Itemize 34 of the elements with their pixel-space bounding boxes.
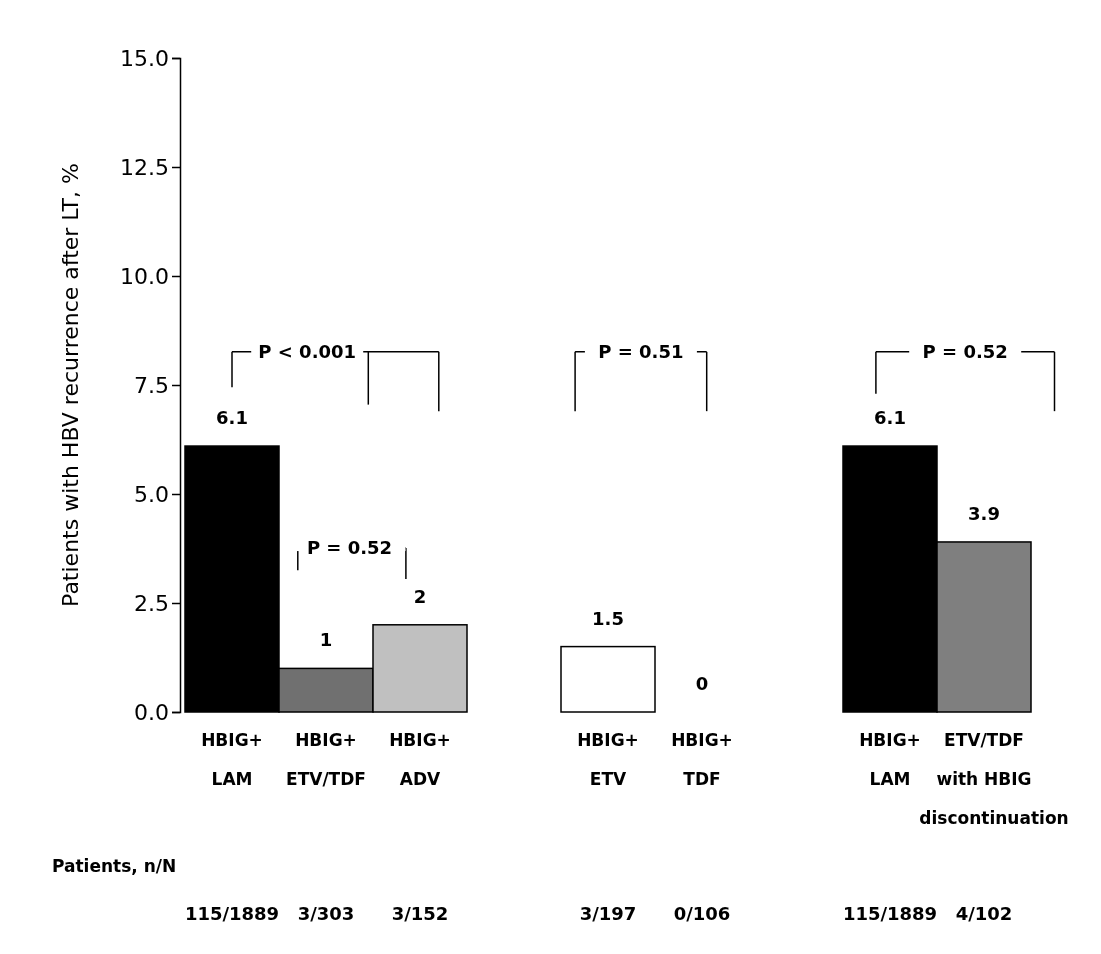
y-tick-label: 15.0 <box>120 45 169 71</box>
x-tick-label: HBIG+ ADV <box>389 730 451 789</box>
data-label: 0 <box>695 673 709 694</box>
text: 115/1889 <box>184 903 280 924</box>
y-tick-label: 7.5 <box>134 372 169 398</box>
data-label: 6.1 <box>216 407 248 429</box>
text: 4/102 <box>955 903 1013 924</box>
x-tick-label: HBIG+ ETV <box>577 730 639 789</box>
data-label: 1 <box>319 629 333 651</box>
x-tick-label: ETV/TDF with HBIG discontinuation <box>919 730 1069 828</box>
text: 3/197 <box>579 903 637 924</box>
data-label: 2 <box>413 585 427 607</box>
y-axis-title: Patients with HBV recurrence after LT, % <box>58 163 83 607</box>
data-label: 6.1 <box>874 407 906 429</box>
y-tick-label: 0.0 <box>134 699 169 725</box>
x-tick-label: HBIG+ LAM <box>201 730 263 789</box>
x-tick-label: HBIG+ TDF <box>671 730 733 789</box>
y-tick-label: 2.5 <box>134 590 169 616</box>
text: 3/303 <box>297 903 355 924</box>
y-tick-label: 12.5 <box>120 154 169 180</box>
data-label: 3.9 <box>968 502 1000 524</box>
annotation: P < 0.001 <box>258 340 357 362</box>
y-tick-label: 10.0 <box>120 263 169 289</box>
text: Patients, n/N <box>52 856 177 876</box>
text: 0/106 <box>673 903 731 924</box>
text: 115/1889 <box>842 903 938 924</box>
x-tick-label: HBIG+ ETV/TDF <box>286 730 366 789</box>
annotation: P = 0.52 <box>306 537 393 559</box>
annotation: P = 0.51 <box>598 340 684 362</box>
bar <box>560 645 656 713</box>
annotation: P = 0.52 <box>922 340 1008 362</box>
data-label: 1.5 <box>592 607 624 629</box>
y-tick-label: 5.0 <box>134 481 169 507</box>
text: 3/152 <box>391 903 449 924</box>
